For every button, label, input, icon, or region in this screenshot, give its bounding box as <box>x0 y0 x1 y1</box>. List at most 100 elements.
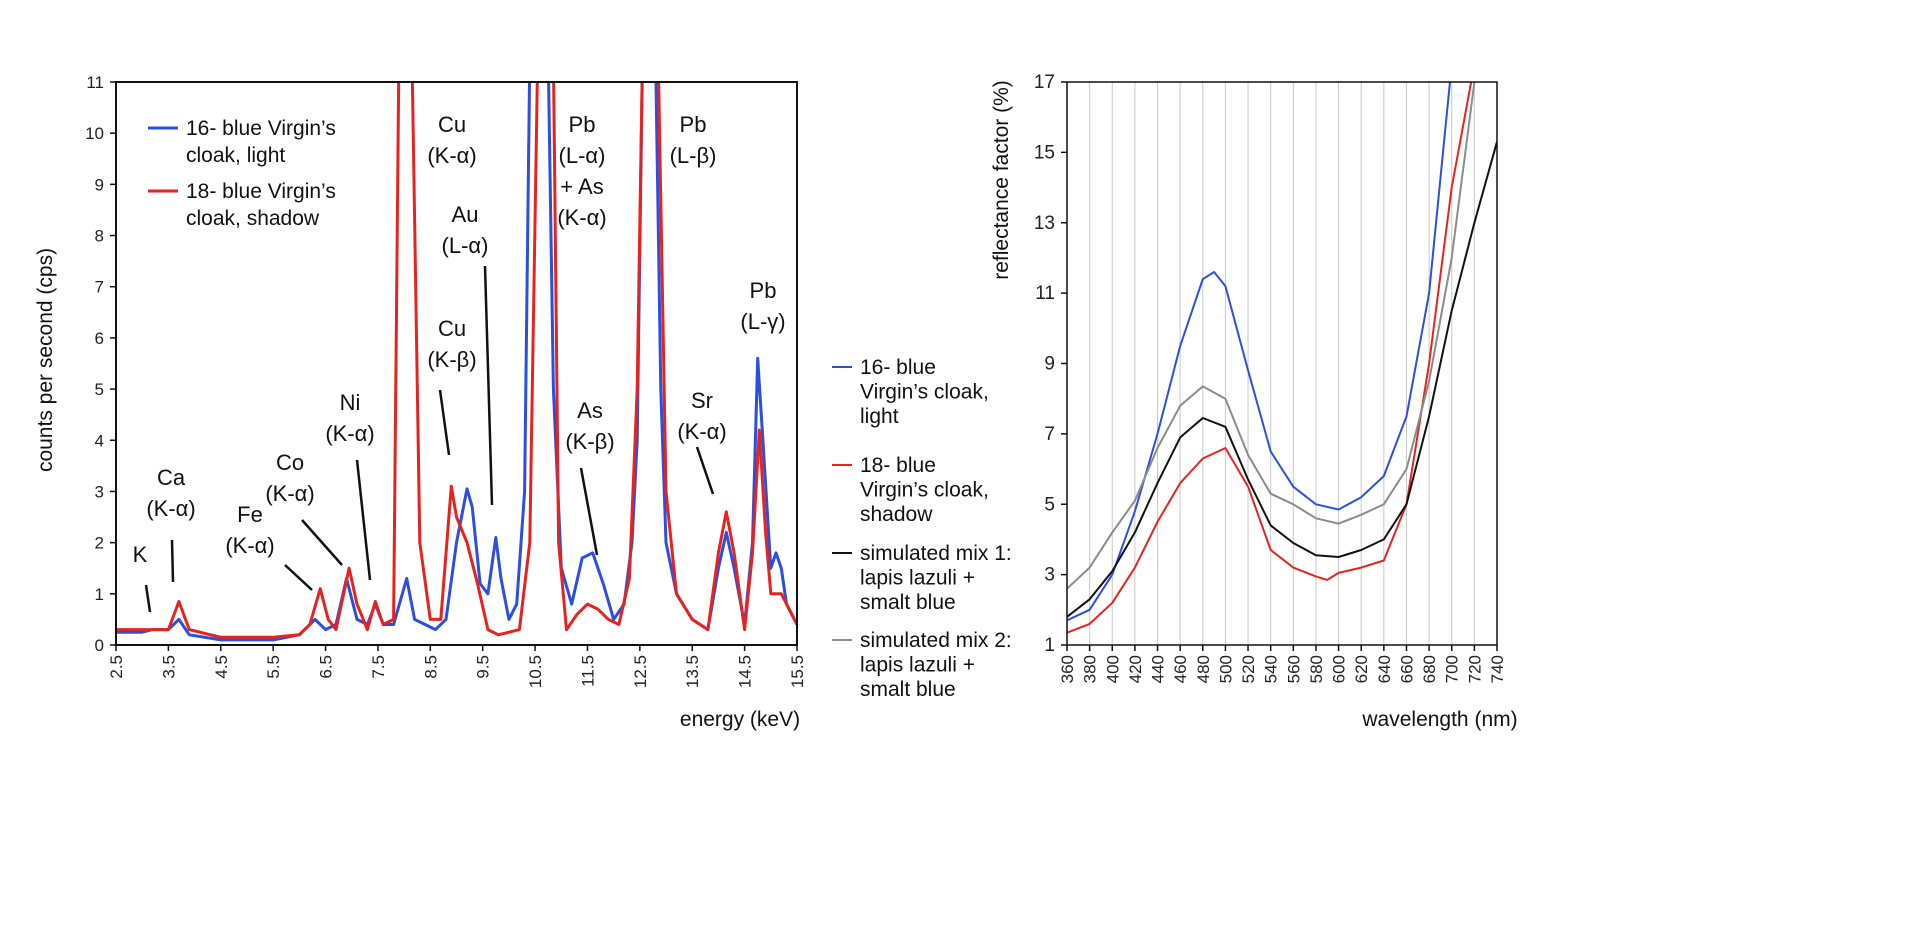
leader-line <box>284 564 313 591</box>
peak-annotation: Pb (L-γ) <box>740 278 785 334</box>
leader-line <box>695 446 715 495</box>
peak-annotation: Au (L-α) <box>442 202 494 506</box>
peak-label: Pb <box>680 112 707 137</box>
legend-label: simulated mix 2: <box>860 629 1012 652</box>
leader-line <box>144 584 152 613</box>
y-tick-label: 3 <box>1044 565 1055 586</box>
peak-annotation: Sr (K-α) <box>677 388 727 495</box>
x-tick-label: 700 <box>1443 655 1462 683</box>
peak-label: (L-α) <box>442 233 489 258</box>
y-tick-label: 2 <box>95 534 104 553</box>
peak-label: + As <box>560 174 603 199</box>
peak-label: (L-β) <box>670 143 717 168</box>
peak-label: (K-α) <box>427 143 476 168</box>
x-tick-label: 8.5 <box>421 655 440 679</box>
x-tick-label: 400 <box>1103 655 1122 683</box>
peak-annotation: Pb (L-β) <box>670 112 717 168</box>
x-tick-label: 480 <box>1194 655 1213 683</box>
x-tick-label: 14.5 <box>736 655 755 688</box>
peak-annotation: Fe (K-α) <box>225 502 313 591</box>
x-tick-label: 540 <box>1262 655 1281 683</box>
legend-label: Virgin’s cloak, <box>860 381 989 404</box>
peak-label: Fe <box>237 502 263 527</box>
y-axis-label: reflectance factor (%) <box>990 80 1013 280</box>
y-tick-label: 5 <box>1044 494 1055 515</box>
leader-line <box>483 265 494 506</box>
x-tick-label: 380 <box>1081 655 1100 683</box>
x-tick-label: 520 <box>1239 655 1258 683</box>
peak-label: (K-α) <box>265 481 314 506</box>
y-tick-label: 3 <box>95 482 104 501</box>
peak-label: (K-β) <box>427 347 476 372</box>
y-tick-label: 1 <box>95 585 104 604</box>
legend-label: smalt blue <box>860 678 956 701</box>
x-tick-label: 580 <box>1307 655 1326 683</box>
y-tick-label: 15 <box>1034 142 1055 163</box>
x-axis-label: energy (keV) <box>680 708 800 731</box>
x-tick-label: 740 <box>1488 655 1507 683</box>
series-line-2 <box>1067 141 1497 618</box>
peak-label: (K-α) <box>225 533 274 558</box>
leader-line <box>355 459 372 581</box>
y-tick-label: 17 <box>1034 72 1055 93</box>
peak-label: (L-γ) <box>740 309 785 334</box>
x-tick-label: 7.5 <box>369 655 388 679</box>
series-line-1 <box>1067 82 1473 634</box>
leader-line <box>301 519 343 566</box>
legend-label: shadow <box>860 503 933 526</box>
y-tick-label: 11 <box>1035 283 1055 304</box>
y-tick-label: 7 <box>95 278 104 297</box>
y-tick-label: 0 <box>95 636 104 655</box>
x-tick-label: 600 <box>1330 655 1349 683</box>
x-tick-label: 13.5 <box>683 655 702 688</box>
series-line-3 <box>1067 82 1476 590</box>
x-axis-label: wavelength (nm) <box>1361 708 1517 731</box>
x-tick-label: 10.5 <box>526 655 545 688</box>
peak-annotation: K <box>133 542 152 613</box>
y-tick-label: 10 <box>85 124 104 143</box>
peak-label: (K-α) <box>557 205 606 230</box>
xrf-spectrum-chart: 0 1 2 3 4 5 6 7 8 9 10 11 2.5 3.5 4.5 5.5 6.5 7.5 8.5 9.5 10… <box>34 73 807 731</box>
leader-line <box>170 539 175 583</box>
x-tick-label: 15.5 <box>788 655 807 688</box>
peak-label: Pb <box>750 278 777 303</box>
peak-label: (K-β) <box>565 429 614 454</box>
x-tick-label: 360 <box>1058 655 1077 683</box>
x-tick-label: 6.5 <box>317 655 336 679</box>
x-tick-label: 9.5 <box>474 655 493 679</box>
y-tick-label: 13 <box>1034 213 1055 234</box>
x-tick-label: 3.5 <box>159 655 178 679</box>
plot-frame <box>115 81 798 646</box>
legend-label: Virgin’s cloak, <box>860 479 989 502</box>
peak-label: (K-α) <box>677 419 726 444</box>
legend-label: lapis lazuli + <box>860 654 975 677</box>
legend-label: cloak, shadow <box>186 207 320 230</box>
peak-annotation: Cu (K-β) <box>427 316 477 456</box>
x-tick-label: 460 <box>1171 655 1190 683</box>
x-tick-label: 500 <box>1216 655 1235 683</box>
peak-label: Pb <box>569 112 596 137</box>
x-tick-label: 560 <box>1284 655 1303 683</box>
x-tick-label: 2.5 <box>107 655 126 679</box>
x-tick-label: 12.5 <box>631 655 650 688</box>
legend-label: 18- blue Virgin’s <box>186 180 336 203</box>
x-tick-label: 420 <box>1126 655 1145 683</box>
x-tick-label: 680 <box>1420 655 1439 683</box>
peak-annotation: Co (K-α) <box>265 450 343 566</box>
peak-label: Cu <box>438 112 466 137</box>
x-tick-label: 440 <box>1149 655 1168 683</box>
x-tick-label: 620 <box>1352 655 1371 683</box>
legend-label: 18- blue <box>860 454 936 477</box>
y-tick-label: 9 <box>1044 354 1055 375</box>
legend-label: 16- blue <box>860 356 936 379</box>
legend-label: lapis lazuli + <box>860 567 975 590</box>
y-tick-label: 5 <box>95 380 104 399</box>
legend-label: smalt blue <box>860 591 956 614</box>
peak-label: Sr <box>691 388 713 413</box>
peak-annotation: Ni (K-α) <box>325 390 375 581</box>
x-tick-label: 11.5 <box>578 655 597 687</box>
peak-annotation: As (K-β) <box>565 398 615 556</box>
peak-annotation: Pb (L-α) + As (K-α) <box>557 112 606 230</box>
peak-label: As <box>577 398 603 423</box>
